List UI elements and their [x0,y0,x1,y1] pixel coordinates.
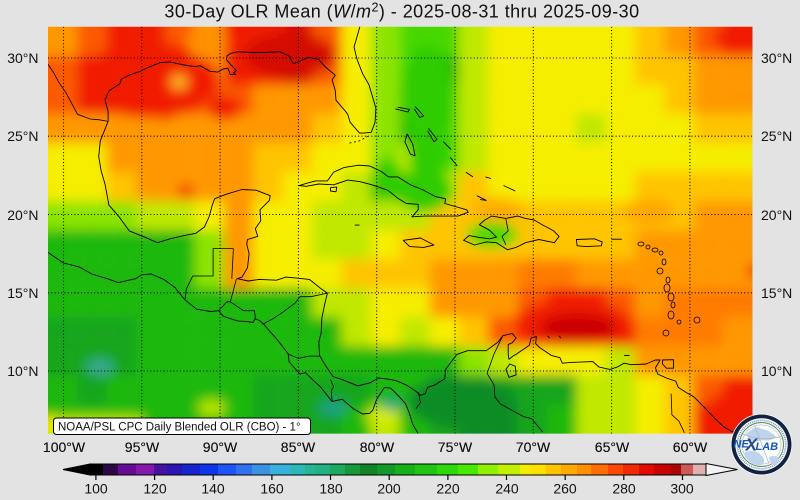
svg-text:30°N: 30°N [7,50,38,66]
svg-text:85°W: 85°W [281,439,316,455]
svg-text:80°W: 80°W [360,439,395,455]
svg-text:200: 200 [377,481,401,497]
svg-text:10°N: 10°N [761,363,792,379]
svg-text:90°W: 90°W [203,439,238,455]
svg-text:LAB: LAB [756,441,779,453]
svg-text:NOAA/PSL CPC Daily Blended OLR: NOAA/PSL CPC Daily Blended OLR (CBO) - 1… [58,422,301,434]
svg-text:95°W: 95°W [125,439,160,455]
svg-text:30-Day OLR Mean (W/m2) - 2025-: 30-Day OLR Mean (W/m2) - 2025-08-31 thru… [164,1,639,22]
svg-text:70°W: 70°W [516,439,551,455]
svg-text:15°N: 15°N [7,285,38,301]
svg-text:180: 180 [319,481,343,497]
svg-text:65°W: 65°W [595,439,630,455]
svg-text:280: 280 [612,481,636,497]
svg-text:260: 260 [553,481,577,497]
svg-text:10°N: 10°N [7,363,38,379]
svg-text:20°N: 20°N [7,207,38,223]
svg-text:240: 240 [495,481,519,497]
svg-text:20°N: 20°N [761,207,792,223]
svg-text:60°W: 60°W [673,439,708,455]
svg-text:100: 100 [84,481,108,497]
svg-text:80°W: 80°W [360,439,395,455]
svg-text:60°W: 60°W [673,439,708,455]
svg-text:75°W: 75°W [438,439,473,455]
svg-text:120: 120 [143,481,167,497]
svg-text:15°N: 15°N [761,285,792,301]
svg-text:300: 300 [670,481,694,497]
svg-text:NE: NE [734,439,750,451]
svg-text:140: 140 [201,481,225,497]
svg-text:100°W: 100°W [43,439,86,455]
svg-text:85°W: 85°W [281,439,316,455]
svg-text:75°W: 75°W [438,439,473,455]
svg-text:X: X [745,435,759,455]
svg-text:160: 160 [260,481,284,497]
svg-text:30°N: 30°N [761,50,792,66]
svg-text:100°W: 100°W [43,439,86,455]
svg-text:25°N: 25°N [7,128,38,144]
svg-text:220: 220 [436,481,460,497]
svg-text:90°W: 90°W [203,439,238,455]
svg-text:70°W: 70°W [516,439,551,455]
svg-text:25°N: 25°N [761,128,792,144]
svg-text:95°W: 95°W [125,439,160,455]
svg-text:65°W: 65°W [595,439,630,455]
